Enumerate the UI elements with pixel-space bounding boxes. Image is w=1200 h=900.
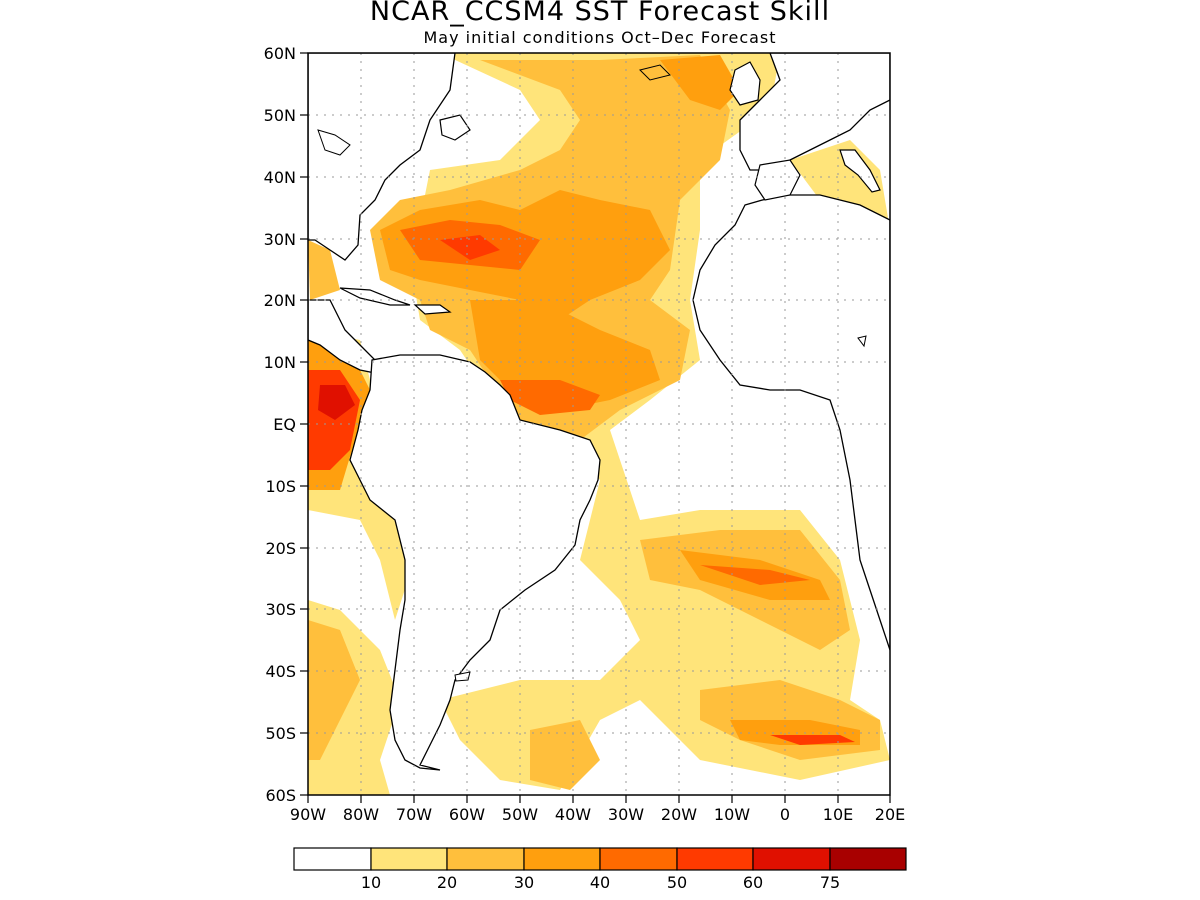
lat-label: EQ: [273, 415, 296, 434]
colorbar-box: [446, 847, 525, 871]
lon-label: 50W: [502, 805, 538, 824]
lon-label: 60W: [449, 805, 485, 824]
lat-label: 10N: [264, 353, 296, 372]
small-island: [857, 335, 867, 348]
lat-label: 50N: [264, 106, 296, 125]
colorbar-label: 10: [361, 873, 381, 892]
lat-label: 20S: [265, 539, 296, 558]
lon-label: 0: [780, 805, 790, 824]
lat-label: 40N: [264, 168, 296, 187]
colorbar-box: [752, 847, 831, 871]
newfoundland: [439, 114, 471, 141]
iceland: [639, 64, 671, 81]
hispaniola: [413, 304, 452, 315]
lon-label: 20W: [661, 805, 697, 824]
lat-label: 60S: [265, 786, 296, 805]
lat-label: 10S: [265, 477, 296, 496]
colorbar-box: [370, 847, 448, 871]
iberia: [754, 159, 801, 201]
colorbar-label: 75: [820, 873, 840, 892]
lon-label: 70W: [396, 805, 432, 824]
land-masks: [308, 53, 890, 771]
lon-label: 90W: [290, 805, 326, 824]
colorbar-label: 30: [514, 873, 534, 892]
colorbar-box: [829, 847, 907, 871]
lat-labels: 60N 50N 40N 30N 20N 10N EQ 10S 20S 30S 4…: [264, 44, 296, 805]
north-america: [308, 53, 456, 261]
lon-labels: 90W 80W 70W 60W 50W 40W 30W 20W 10W 0 10…: [290, 805, 905, 824]
colorbar: 10 20 30 40 50 60 75: [293, 847, 907, 892]
south-america: [349, 354, 601, 771]
colorbar-box: [523, 847, 601, 871]
colorbar-label: 40: [590, 873, 610, 892]
map-title: NCAR_CCSM4 SST Forecast Skill: [369, 0, 831, 27]
lat-label: 30N: [264, 230, 296, 249]
british-isles: [729, 61, 761, 106]
colorbar-box: [676, 847, 754, 871]
lon-label: 80W: [343, 805, 379, 824]
axis-ticks: [300, 52, 891, 803]
lat-label: 30S: [265, 600, 296, 619]
colorbar-box: [293, 847, 372, 871]
lon-label: 10W: [714, 805, 750, 824]
map-subtitle: May initial conditions Oct–Dec Forecast: [423, 28, 777, 47]
lat-label: 40S: [265, 662, 296, 681]
colorbar-label: 20: [437, 873, 457, 892]
falklands: [454, 671, 471, 682]
cuba: [339, 287, 411, 306]
colorbar-label: 60: [743, 873, 763, 892]
lat-label: 50S: [265, 724, 296, 743]
map-grid: [308, 53, 890, 795]
colorbar-box: [599, 847, 678, 871]
lon-label: 30W: [608, 805, 644, 824]
skill-band-50-75: [308, 220, 855, 745]
colorbar-label: 50: [667, 873, 687, 892]
africa: [692, 194, 890, 651]
great-lakes: [317, 129, 351, 156]
lat-label: 20N: [264, 291, 296, 310]
italy: [839, 149, 881, 193]
lon-label: 40W: [555, 805, 591, 824]
lon-label: 20E: [875, 805, 905, 824]
lon-label: 10E: [823, 805, 853, 824]
lat-label: 60N: [264, 44, 296, 63]
